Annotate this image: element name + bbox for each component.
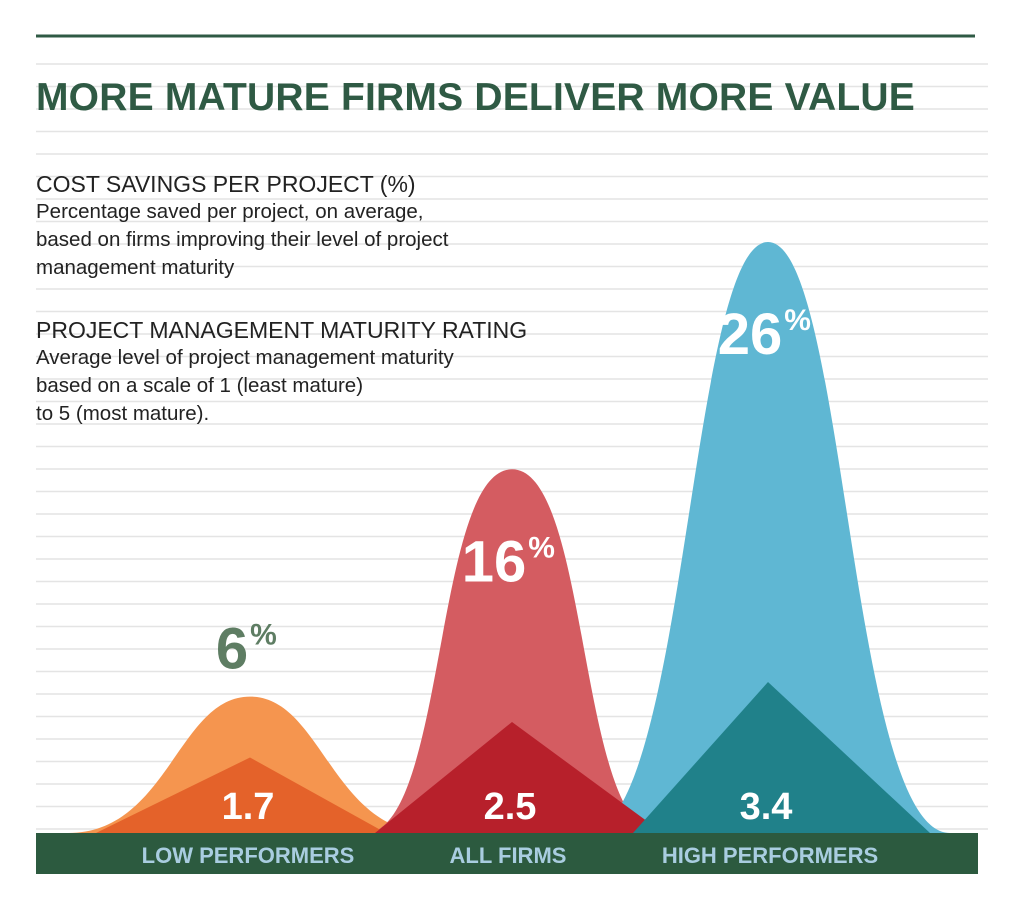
legend-cost-savings-description: Percentage saved per project, on average… [36, 198, 448, 282]
legend-maturity-line: Average level of project management matu… [36, 346, 454, 369]
category-band [36, 833, 978, 874]
category-label-all-firms: ALL FIRMS [450, 843, 567, 868]
savings-unit-label: % [250, 619, 277, 652]
category-label-high-performers: HIGH PERFORMERS [662, 843, 878, 868]
legend-maturity-description: Average level of project management matu… [36, 344, 527, 428]
savings-value-label: 6 [216, 617, 248, 682]
savings-curve-all-firms [365, 469, 659, 833]
savings-curve-high-performers [586, 242, 950, 833]
legend-cost-savings: COST SAVINGS PER PROJECT (%) Percentage … [36, 170, 448, 282]
savings-value-label: 26 [718, 302, 783, 367]
category-label-low-performers: LOW PERFORMERS [142, 843, 355, 868]
chart-shapes [68, 242, 950, 833]
legend-maturity-line: to 5 (most mature). [36, 402, 210, 425]
maturity-value-label: 2.5 [484, 786, 537, 828]
maturity-triangle-all-firms [375, 722, 663, 833]
legend-cost-savings-line: Percentage saved per project, on average… [36, 200, 424, 223]
chart-title: MORE MATURE FIRMS DELIVER MORE VALUE [36, 76, 915, 119]
maturity-triangle-low-performers [96, 757, 386, 833]
legend-cost-savings-line: management maturity [36, 256, 235, 279]
savings-unit-label: % [784, 304, 811, 337]
savings-value-label: 16 [462, 529, 527, 594]
chart-labels: 6 % 1.7 LOW PERFORMERS 16 % 2.5 ALL FIRMS 26 % 3.4… [142, 302, 879, 868]
legend-maturity-heading: PROJECT MANAGEMENT MATURITY RATING [36, 317, 528, 343]
legend-cost-savings-heading: COST SAVINGS PER PROJECT (%) [36, 171, 416, 197]
maturity-value-label: 3.4 [740, 786, 793, 828]
legend-maturity-rating: PROJECT MANAGEMENT MATURITY RATING Avera… [36, 316, 527, 428]
savings-unit-label: % [528, 531, 555, 564]
maturity-triangle-high-performers [633, 682, 930, 833]
maturity-value-label: 1.7 [222, 786, 275, 828]
legend-maturity-line: based on a scale of 1 (least mature) [36, 374, 364, 397]
legend-cost-savings-line: based on firms improving their level of … [36, 228, 449, 251]
